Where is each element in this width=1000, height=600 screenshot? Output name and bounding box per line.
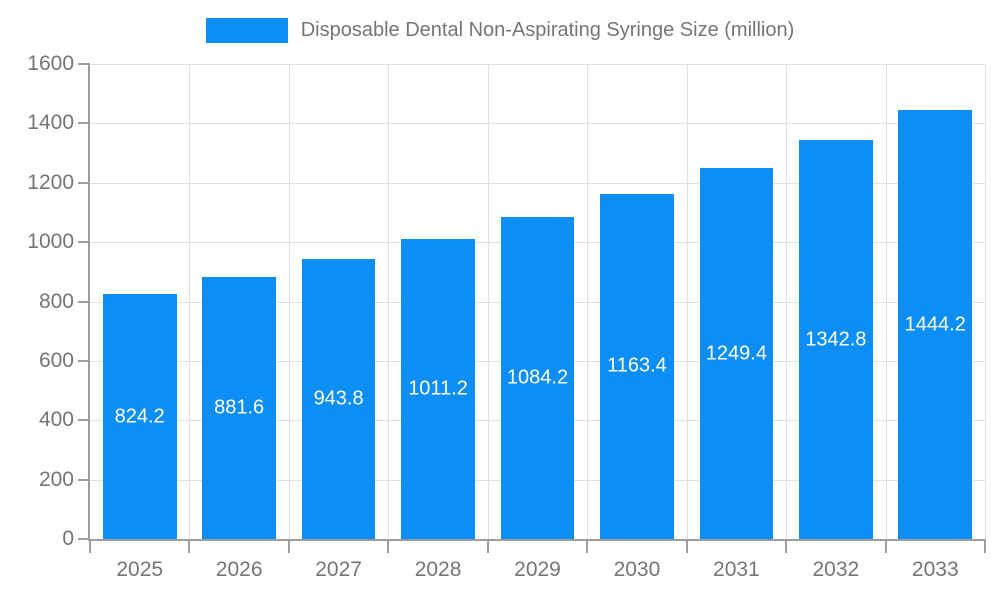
x-tick-mark xyxy=(287,539,290,553)
x-axis-label-2033: 2033 xyxy=(911,558,959,581)
bar-2026[interactable]: 881.6 xyxy=(202,277,276,539)
x-axis-label-2025: 2025 xyxy=(116,558,164,581)
x-tick-mark xyxy=(785,539,788,553)
x-tick-mark xyxy=(89,539,91,553)
y-axis-label: 1400 xyxy=(27,111,74,135)
x-axis-label-2032: 2032 xyxy=(812,558,860,581)
x-tick-mark xyxy=(486,539,489,553)
bar-2028[interactable]: 1011.2 xyxy=(401,238,475,539)
bar-2030[interactable]: 1163.4 xyxy=(600,193,674,539)
x-axis-label-2027: 2027 xyxy=(315,558,362,581)
bar-value-label: 1444.2 xyxy=(904,313,966,336)
x-tick-mark xyxy=(586,539,589,553)
y-axis-label: 600 xyxy=(38,348,74,372)
x-tick-mark xyxy=(984,539,986,553)
y-tick-mark xyxy=(78,300,90,303)
y-axis-label: 0 xyxy=(62,527,74,550)
legend-swatch[interactable] xyxy=(205,18,288,43)
bar-2032[interactable]: 1342.8 xyxy=(799,140,873,539)
bar-value-label: 824.2 xyxy=(114,405,165,428)
y-axis-label: 400 xyxy=(38,408,74,432)
x-axis-label-2028: 2028 xyxy=(414,558,462,581)
x-gridline xyxy=(786,64,788,539)
x-gridline xyxy=(487,64,489,539)
bar-2027[interactable]: 943.8 xyxy=(301,258,376,539)
x-axis-label-2029: 2029 xyxy=(514,558,561,581)
chart-title: Disposable Dental Non-Aspirating Syringe… xyxy=(300,19,795,41)
y-tick-mark xyxy=(78,419,90,422)
y-tick-mark xyxy=(78,538,90,540)
x-gridline xyxy=(885,64,887,539)
x-gridline xyxy=(189,64,191,539)
y-gridline xyxy=(90,123,985,125)
x-gridline xyxy=(686,64,688,539)
x-axis-label-2030: 2030 xyxy=(613,558,661,581)
bar-value-label: 1084.2 xyxy=(506,366,569,389)
plot-area: 0 200 400 600 800 1000 1200 1400 1600 824.2 2025 88… xyxy=(27,52,986,581)
bar-2029[interactable]: 1084.2 xyxy=(500,217,575,539)
x-axis-label-2026: 2026 xyxy=(215,558,263,581)
x-tick-mark xyxy=(387,539,390,553)
bar-value-label: 1249.4 xyxy=(705,342,767,365)
x-tick-mark xyxy=(188,539,191,553)
bar-value-label: 881.6 xyxy=(214,396,265,419)
bar-2025[interactable]: 824.2 xyxy=(102,294,177,539)
y-axis-label: 200 xyxy=(38,467,74,491)
bar-2031[interactable]: 1249.4 xyxy=(699,168,774,539)
y-tick-mark xyxy=(78,63,90,65)
bar-2033[interactable]: 1444.2 xyxy=(898,110,973,539)
x-gridline xyxy=(587,64,589,539)
y-gridline xyxy=(90,64,985,65)
y-tick-mark xyxy=(78,181,90,184)
x-tick-mark xyxy=(884,539,887,553)
y-axis-label: 1000 xyxy=(27,230,74,254)
y-tick-mark xyxy=(78,241,90,244)
bar-value-label: 1342.8 xyxy=(805,328,867,351)
y-gridline xyxy=(90,182,985,184)
legend: Disposable Dental Non-Aspirating Syringe… xyxy=(0,17,1000,44)
y-axis-label: 1200 xyxy=(27,170,74,194)
bar-value-label: 1163.4 xyxy=(607,354,667,377)
y-axis-label: 800 xyxy=(38,289,74,313)
x-gridline xyxy=(388,64,390,539)
x-axis-label-2031: 2031 xyxy=(713,558,760,581)
x-gridline xyxy=(288,64,290,539)
x-gridline xyxy=(985,64,986,539)
y-tick-mark xyxy=(78,359,90,362)
bar-value-label: 1011.2 xyxy=(408,377,468,400)
x-tick-mark xyxy=(685,539,688,553)
y-tick-mark xyxy=(78,478,90,481)
y-axis-label: 1600 xyxy=(27,52,74,75)
bar-value-label: 943.8 xyxy=(313,387,364,410)
y-tick-mark xyxy=(78,122,90,125)
